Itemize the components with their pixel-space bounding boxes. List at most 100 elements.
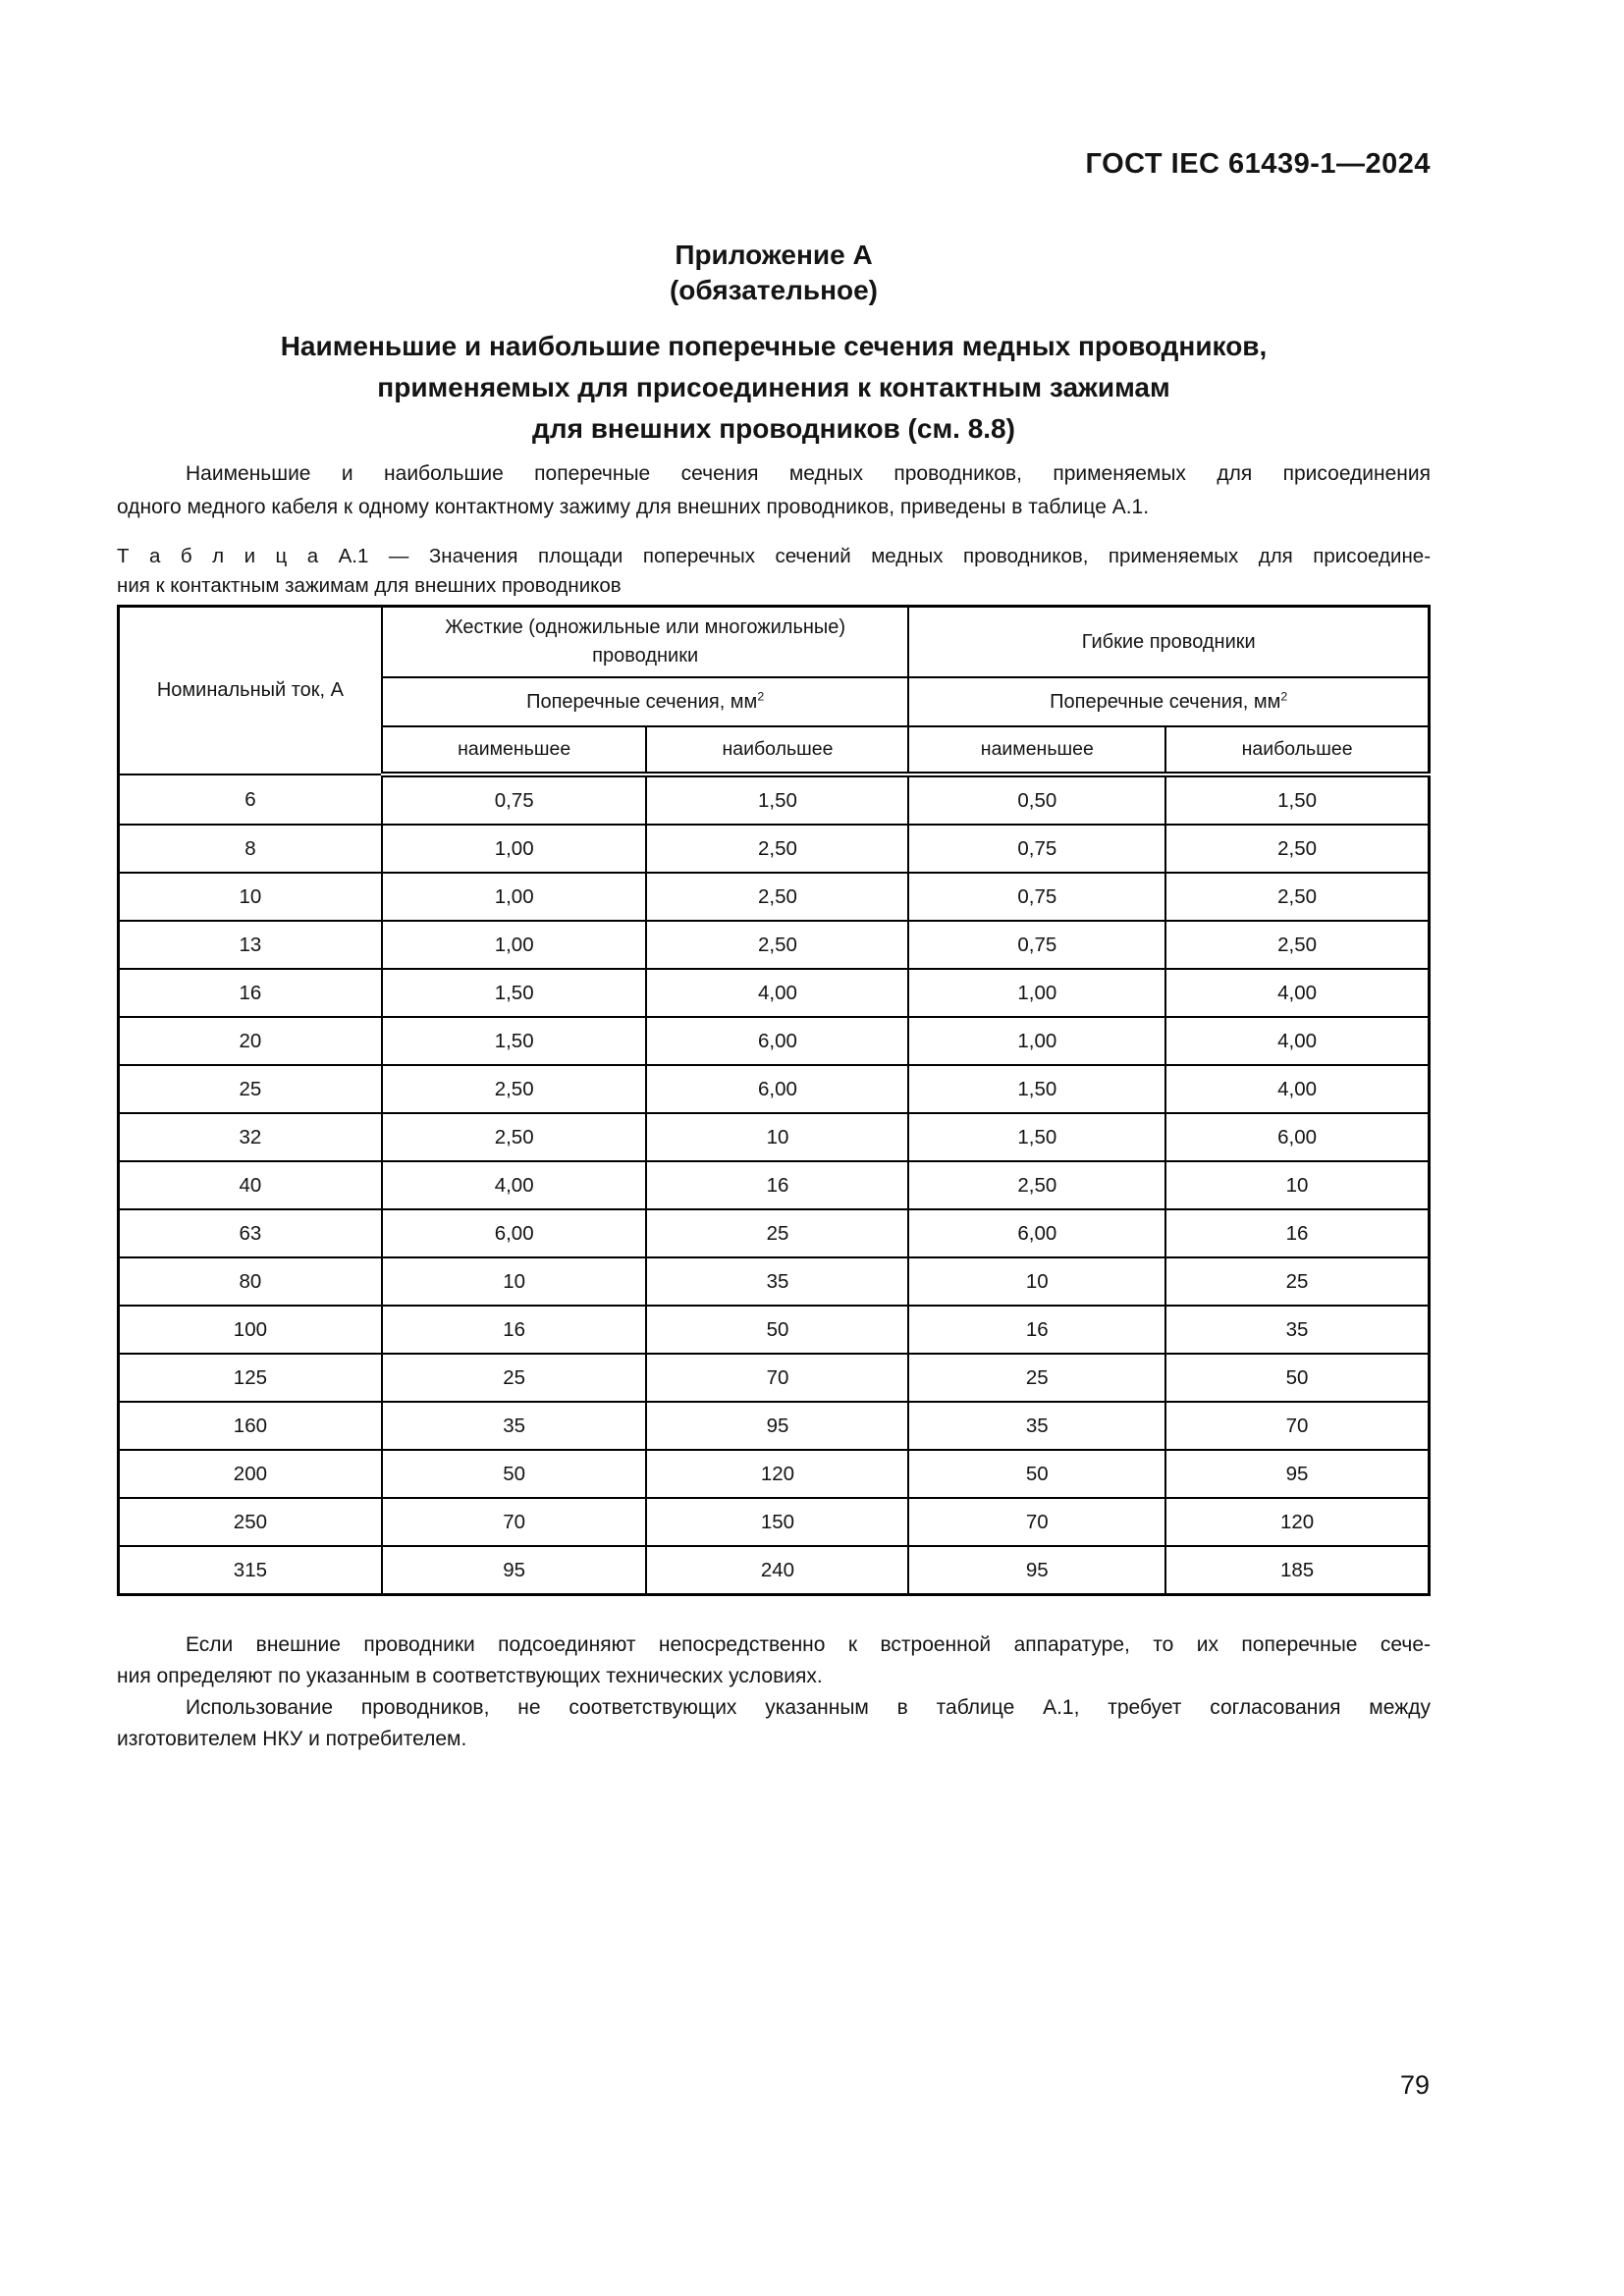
cell-flexible-max: 2,50 [1164,872,1431,922]
header-cell-rigid-min: наименьшее [380,725,648,777]
cross-section-label: Поперечные сечения, мм [1050,690,1281,713]
table-row: 315 95 240 95 185 [117,1545,1431,1596]
cell-flexible-min: 0,75 [907,824,1167,874]
cell-flexible-max: 25 [1164,1256,1431,1307]
appendix-subtitle: (обязательное) [669,275,878,305]
cell-rigid-min: 50 [380,1449,648,1499]
cell-flexible-max: 1,50 [1164,774,1431,826]
header-cell-nominal-current: Номинальный ток, А [117,605,383,775]
cell-rigid-min: 1,50 [380,968,648,1018]
cell-nominal-current: 16 [117,968,383,1018]
note-paragraph-1: Если внешние проводники подсоединяют неп… [117,1629,1431,1692]
section-title-line-3: для внешних проводников (см. 8.8) [532,413,1015,444]
header-cell-cross-section-rigid: Поперечные сечения, мм2 [380,676,910,727]
cell-rigid-min: 4,00 [380,1160,648,1210]
cross-section-superscript: 2 [1280,688,1288,703]
cell-rigid-max: 6,00 [645,1064,910,1114]
cell-nominal-current: 32 [117,1112,383,1162]
cell-rigid-max: 240 [645,1545,910,1596]
cell-flexible-max: 35 [1164,1305,1431,1355]
cell-nominal-current: 6 [117,774,383,826]
header-cell-cross-section-flexible: Поперечные сечения, мм2 [907,676,1431,727]
cell-nominal-current: 200 [117,1449,383,1499]
cross-section-label: Поперечные сечения, мм [526,690,758,713]
cell-rigid-min: 2,50 [380,1112,648,1162]
header-cell-rigid-conductors: Жесткие (одножильные или многожильные) п… [380,605,910,678]
table-row: 250 70 150 70 120 [117,1497,1431,1547]
cross-sections-table: Номинальный ток, А Жесткие (одножильные … [117,605,1431,1596]
cell-flexible-max: 2,50 [1164,824,1431,874]
table-row: 16 1,50 4,00 1,00 4,00 [117,968,1431,1018]
section-title-line-1: Наименьшие и наибольшие поперечные сечен… [280,331,1268,361]
cell-flexible-min: 25 [907,1353,1167,1403]
cell-flexible-min: 50 [907,1449,1167,1499]
note1-line-1: Если внешние проводники подсоединяют неп… [186,1633,1431,1656]
table-row: 32 2,50 10 1,50 6,00 [117,1112,1431,1162]
note-paragraph-2: Использование проводников, не соответств… [117,1692,1431,1755]
header-cell-flexible-min: наименьшее [907,725,1167,777]
cell-nominal-current: 100 [117,1305,383,1355]
table-caption: Т а б л и ц а А.1 — Значения площади поп… [117,542,1431,601]
table-row: 8 1,00 2,50 0,75 2,50 [117,824,1431,874]
intro-line-1: Наименьшие и наибольшие поперечные сечен… [186,462,1431,485]
cell-nominal-current: 125 [117,1353,383,1403]
cell-flexible-min: 70 [907,1497,1167,1547]
cell-flexible-max: 50 [1164,1353,1431,1403]
cell-rigid-max: 25 [645,1208,910,1258]
cell-rigid-min: 1,00 [380,920,648,970]
cell-flexible-max: 185 [1164,1545,1431,1596]
cell-flexible-max: 95 [1164,1449,1431,1499]
header-cell-rigid-max: наибольшее [645,725,910,777]
cell-rigid-max: 4,00 [645,968,910,1018]
table-header-row-groups: Номинальный ток, А Жесткие (одножильные … [117,605,1431,775]
cell-nominal-current: 40 [117,1160,383,1210]
cell-flexible-min: 1,00 [907,968,1167,1018]
section-title-line-2: применяемых для присоединения к контактн… [377,372,1170,402]
table-caption-line-2: ния к контактным зажимам для внешних про… [117,574,622,597]
cell-flexible-max: 6,00 [1164,1112,1431,1162]
cell-rigid-max: 150 [645,1497,910,1547]
cell-rigid-min: 95 [380,1545,648,1596]
cell-rigid-max: 2,50 [645,824,910,874]
cell-rigid-min: 35 [380,1401,648,1451]
table-row: 20 1,50 6,00 1,00 4,00 [117,1016,1431,1066]
cell-flexible-max: 70 [1164,1401,1431,1451]
cell-flexible-min: 35 [907,1401,1167,1451]
cell-rigid-max: 16 [645,1160,910,1210]
cell-rigid-max: 10 [645,1112,910,1162]
cell-rigid-max: 6,00 [645,1016,910,1066]
content-area: ГОСТ IEC 61439-1—2024 Приложение А (обяз… [117,0,1431,1755]
table-row: 63 6,00 25 6,00 16 [117,1208,1431,1258]
table-row: 200 50 120 50 95 [117,1449,1431,1499]
cell-flexible-min: 1,50 [907,1112,1167,1162]
cell-rigid-max: 50 [645,1305,910,1355]
table-caption-text: — Значения площади поперечных сечений ме… [388,545,1432,567]
cell-rigid-max: 35 [645,1256,910,1307]
cell-rigid-max: 95 [645,1401,910,1451]
cell-rigid-min: 2,50 [380,1064,648,1114]
header-rigid-line-2: проводники [592,645,699,667]
cell-flexible-min: 0,75 [907,872,1167,922]
cell-flexible-min: 6,00 [907,1208,1167,1258]
table-row: 40 4,00 16 2,50 10 [117,1160,1431,1210]
intro-line-2: одного медного кабеля к одному контактно… [117,496,1150,518]
running-header: ГОСТ IEC 61439-1—2024 [1085,148,1431,180]
table-row: 80 10 35 10 25 [117,1256,1431,1307]
table-row: 6 0,75 1,50 0,50 1,50 [117,774,1431,826]
appendix-label: Приложение А [675,240,873,270]
note2-line-1: Использование проводников, не соответств… [186,1696,1431,1719]
cell-nominal-current: 20 [117,1016,383,1066]
table-row: 125 25 70 25 50 [117,1353,1431,1403]
cell-rigid-min: 25 [380,1353,648,1403]
cell-nominal-current: 315 [117,1545,383,1596]
cell-nominal-current: 160 [117,1401,383,1451]
intro-paragraph: Наименьшие и наибольшие поперечные сечен… [117,457,1431,524]
cell-flexible-max: 4,00 [1164,1064,1431,1114]
cell-flexible-min: 10 [907,1256,1167,1307]
cell-rigid-max: 2,50 [645,920,910,970]
cell-nominal-current: 250 [117,1497,383,1547]
header-rigid-line-1: Жесткие (одножильные или многожильные) [445,616,846,638]
table-header-row-units: Поперечные сечения, мм2 Поперечные сечен… [119,676,1431,727]
cell-nominal-current: 8 [117,824,383,874]
table-row: 10 1,00 2,50 0,75 2,50 [117,872,1431,922]
